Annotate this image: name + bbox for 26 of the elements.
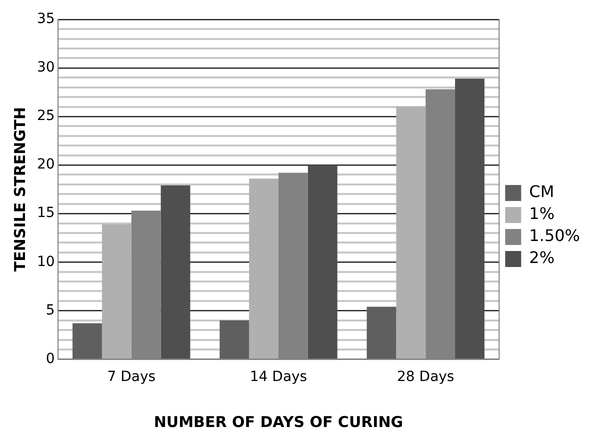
x-tick-label: 28 Days [397,369,454,386]
y-tick-label: 20 [36,156,55,173]
bar [366,306,396,359]
y-tick-label: 10 [36,254,55,270]
bar [220,320,250,359]
x-tick-label: 7 Days [107,369,156,386]
y-axis-title: TENSILE STRENGTH [10,106,29,272]
bar [102,224,132,359]
y-tick-label: 5 [46,302,55,318]
legend-label: 1.50% [529,226,580,246]
bar [308,165,338,359]
bar [249,178,278,359]
bar [160,185,190,359]
legend-label: 2% [529,248,555,268]
x-axis-title: NUMBER OF DAYS OF CURING [154,412,404,431]
legend-label: 1% [529,204,555,224]
y-tick-label: 35 [36,11,55,28]
y-tick-label: 25 [36,108,55,124]
legend-label: CM [529,182,554,202]
bar [396,106,426,359]
y-tick-label: 30 [36,60,55,76]
y-tick-label: 0 [46,350,55,367]
bar [72,323,102,359]
bar [455,78,484,359]
y-tick-label: 15 [36,205,55,222]
x-tick-label: 14 Days [250,369,308,386]
